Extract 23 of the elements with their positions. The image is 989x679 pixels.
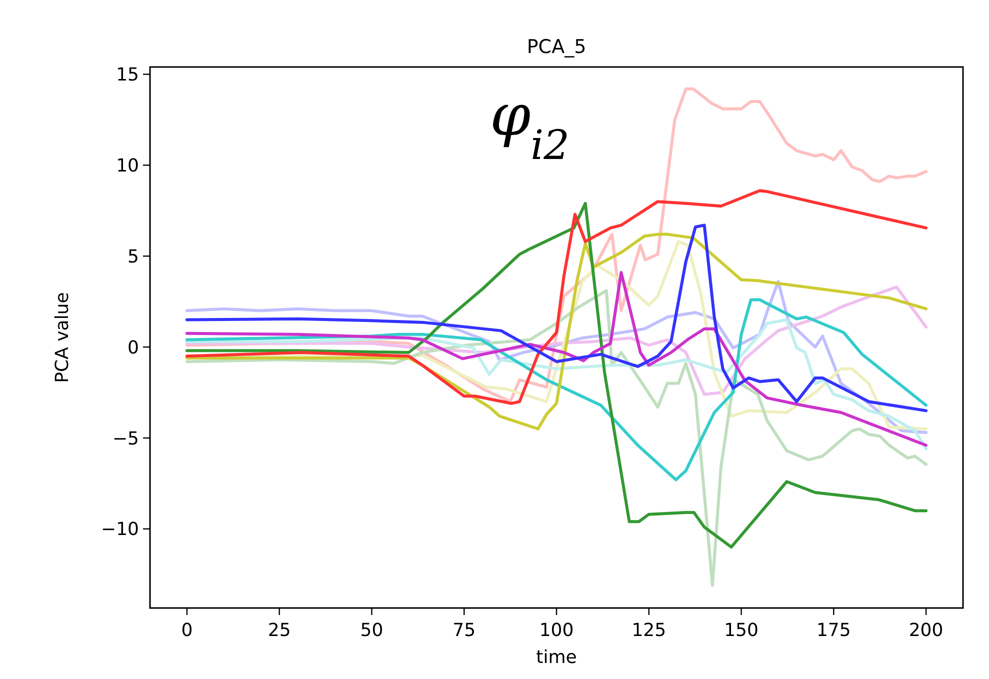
line-series bbox=[185, 289, 928, 587]
x-tick-label: 0 bbox=[181, 620, 193, 641]
annotation: φ$_{i2}$ bbox=[490, 81, 570, 169]
x-tick-label: 200 bbox=[908, 620, 944, 641]
line-series bbox=[185, 189, 928, 405]
line-series bbox=[185, 202, 928, 549]
y-tick-label: 5 bbox=[128, 246, 139, 268]
y-tick-label: −5 bbox=[112, 428, 139, 450]
y-tick-label: 10 bbox=[116, 156, 139, 176]
y-tick-label: 15 bbox=[116, 64, 139, 86]
chart-title: PCA_5 bbox=[526, 36, 586, 58]
x-tick-label: 125 bbox=[632, 620, 666, 641]
x-tick-label: 50 bbox=[360, 620, 384, 641]
line-series bbox=[185, 298, 928, 482]
x-tick-label: 175 bbox=[816, 620, 851, 641]
x-tick-label: 25 bbox=[268, 620, 291, 641]
y-tick-label: 0 bbox=[128, 337, 139, 358]
x-tick-label: 150 bbox=[724, 620, 758, 641]
x-axis-title: time bbox=[536, 647, 577, 668]
x-tick-label: 100 bbox=[539, 620, 574, 641]
y-tick-label: −10 bbox=[101, 519, 139, 540]
y-axis-title: PCA value bbox=[52, 292, 73, 383]
x-tick-label: 75 bbox=[452, 620, 476, 641]
